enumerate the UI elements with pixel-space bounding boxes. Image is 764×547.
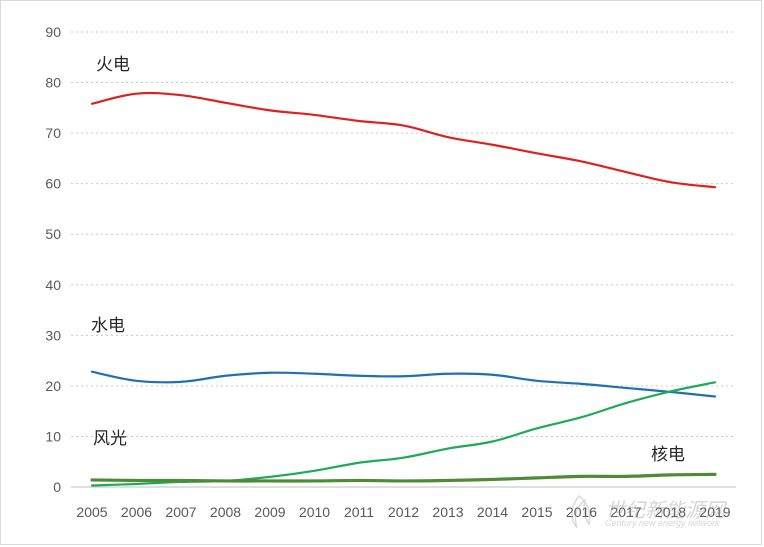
- y-tick-label: 80: [45, 75, 61, 91]
- x-tick-label: 2016: [566, 504, 597, 520]
- x-tick-label: 2013: [432, 504, 463, 520]
- x-tick-label: 2018: [655, 504, 686, 520]
- x-tick-label: 2011: [344, 504, 374, 520]
- series-line-nuclear: [90, 472, 717, 483]
- y-tick-label: 70: [45, 125, 61, 141]
- x-tick-label: 2012: [388, 504, 419, 520]
- axes: 0 10 20 30 40 50 60 70 80 90 2005 2006 2007 2008 2009 2…: [45, 24, 736, 520]
- series-label-wind-solar: 风光: [93, 429, 127, 449]
- gridlines: [71, 31, 736, 437]
- y-tick-label: 20: [45, 378, 61, 394]
- x-tick-label: 2006: [121, 504, 152, 520]
- y-tick-label: 10: [45, 428, 61, 444]
- watermark-logo: 世纪新能源网 Century new energy network: [561, 492, 751, 532]
- y-tick-label: 0: [53, 479, 61, 495]
- series-line-hydro: [90, 370, 717, 398]
- y-tick-label: 30: [45, 327, 61, 343]
- watermark-text: 世纪新能源网: [605, 498, 725, 522]
- x-tick-label: 2009: [254, 504, 285, 520]
- x-tick-label: 2007: [165, 504, 196, 520]
- x-tick-label: 2015: [521, 504, 552, 520]
- series-label-hydro: 水电: [91, 316, 125, 336]
- x-tick-label: 2017: [610, 504, 641, 520]
- watermark-subtext: Century new energy network: [605, 518, 720, 528]
- y-tick-label: 40: [45, 277, 61, 293]
- series-lines: [90, 91, 717, 487]
- x-tick-label: 2010: [299, 504, 330, 520]
- series-label-thermal: 火电: [96, 55, 130, 75]
- watermark-icon: [571, 494, 591, 529]
- x-tick-label: 2014: [477, 504, 508, 520]
- y-tick-label: 50: [45, 226, 61, 242]
- x-tick-label: 2005: [76, 504, 107, 520]
- series-line-wind-solar: [90, 381, 717, 487]
- y-tick-label: 90: [45, 24, 61, 40]
- y-tick-label: 60: [45, 176, 61, 192]
- x-tick-label: 2008: [210, 504, 241, 520]
- series-line-thermal: [90, 91, 717, 189]
- x-tick-label: 2019: [699, 504, 730, 520]
- series-label-nuclear: 核电: [651, 445, 685, 465]
